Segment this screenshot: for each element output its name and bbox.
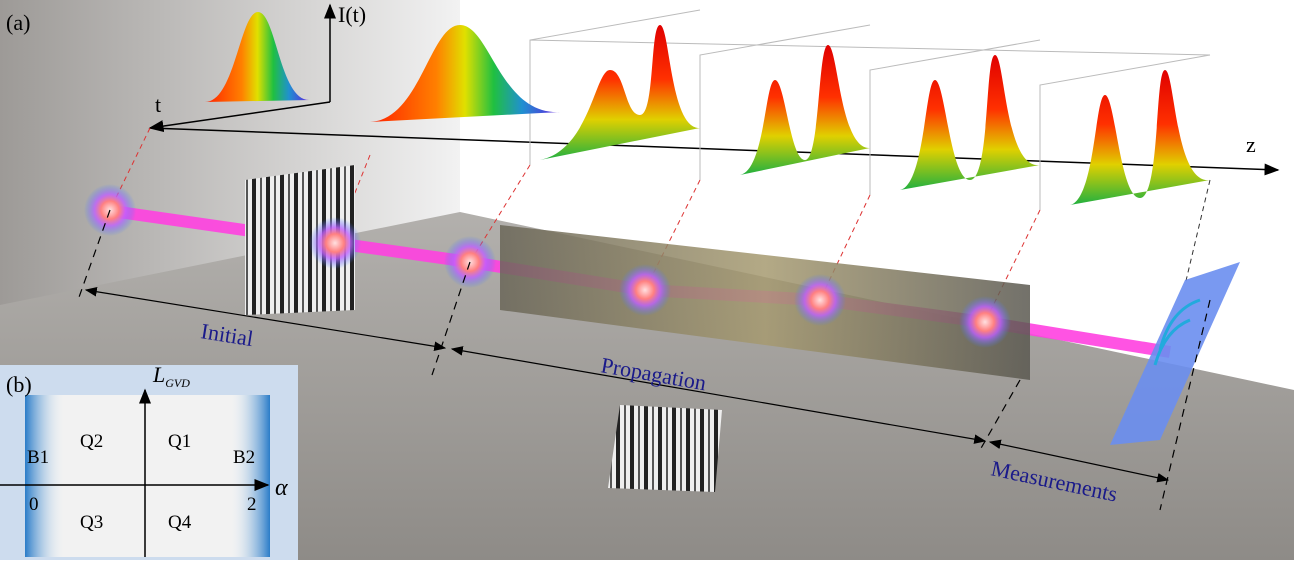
region-label: Q4 <box>168 512 192 533</box>
region-label: B1 <box>27 447 49 468</box>
axis-label: t <box>155 92 161 117</box>
axis-label-main: L <box>152 362 165 387</box>
region-label: Q2 <box>80 431 103 452</box>
axis-label-subscript: GVD <box>165 376 190 390</box>
panel-b: (b) LGVD α B1 Q2 Q1 B2 Q3 Q4 0 2 <box>0 362 298 560</box>
tick-label: 2 <box>247 494 257 515</box>
axis-label: I(t) <box>338 2 366 27</box>
tick-label: 0 <box>29 494 39 515</box>
region-label: B2 <box>233 447 255 468</box>
region-label: Q3 <box>80 512 103 533</box>
axis-label: z <box>1246 132 1256 157</box>
panel-label: (a) <box>6 10 30 35</box>
axis-label: α <box>275 475 288 501</box>
floor-mask <box>608 405 722 492</box>
region-label: Q1 <box>168 431 191 452</box>
panel-label: (b) <box>6 372 32 397</box>
figure: (a) I(t) t z Initial Propagation <box>0 0 1294 560</box>
page: (a) I(t) t z Initial Propagation <box>0 0 1294 560</box>
